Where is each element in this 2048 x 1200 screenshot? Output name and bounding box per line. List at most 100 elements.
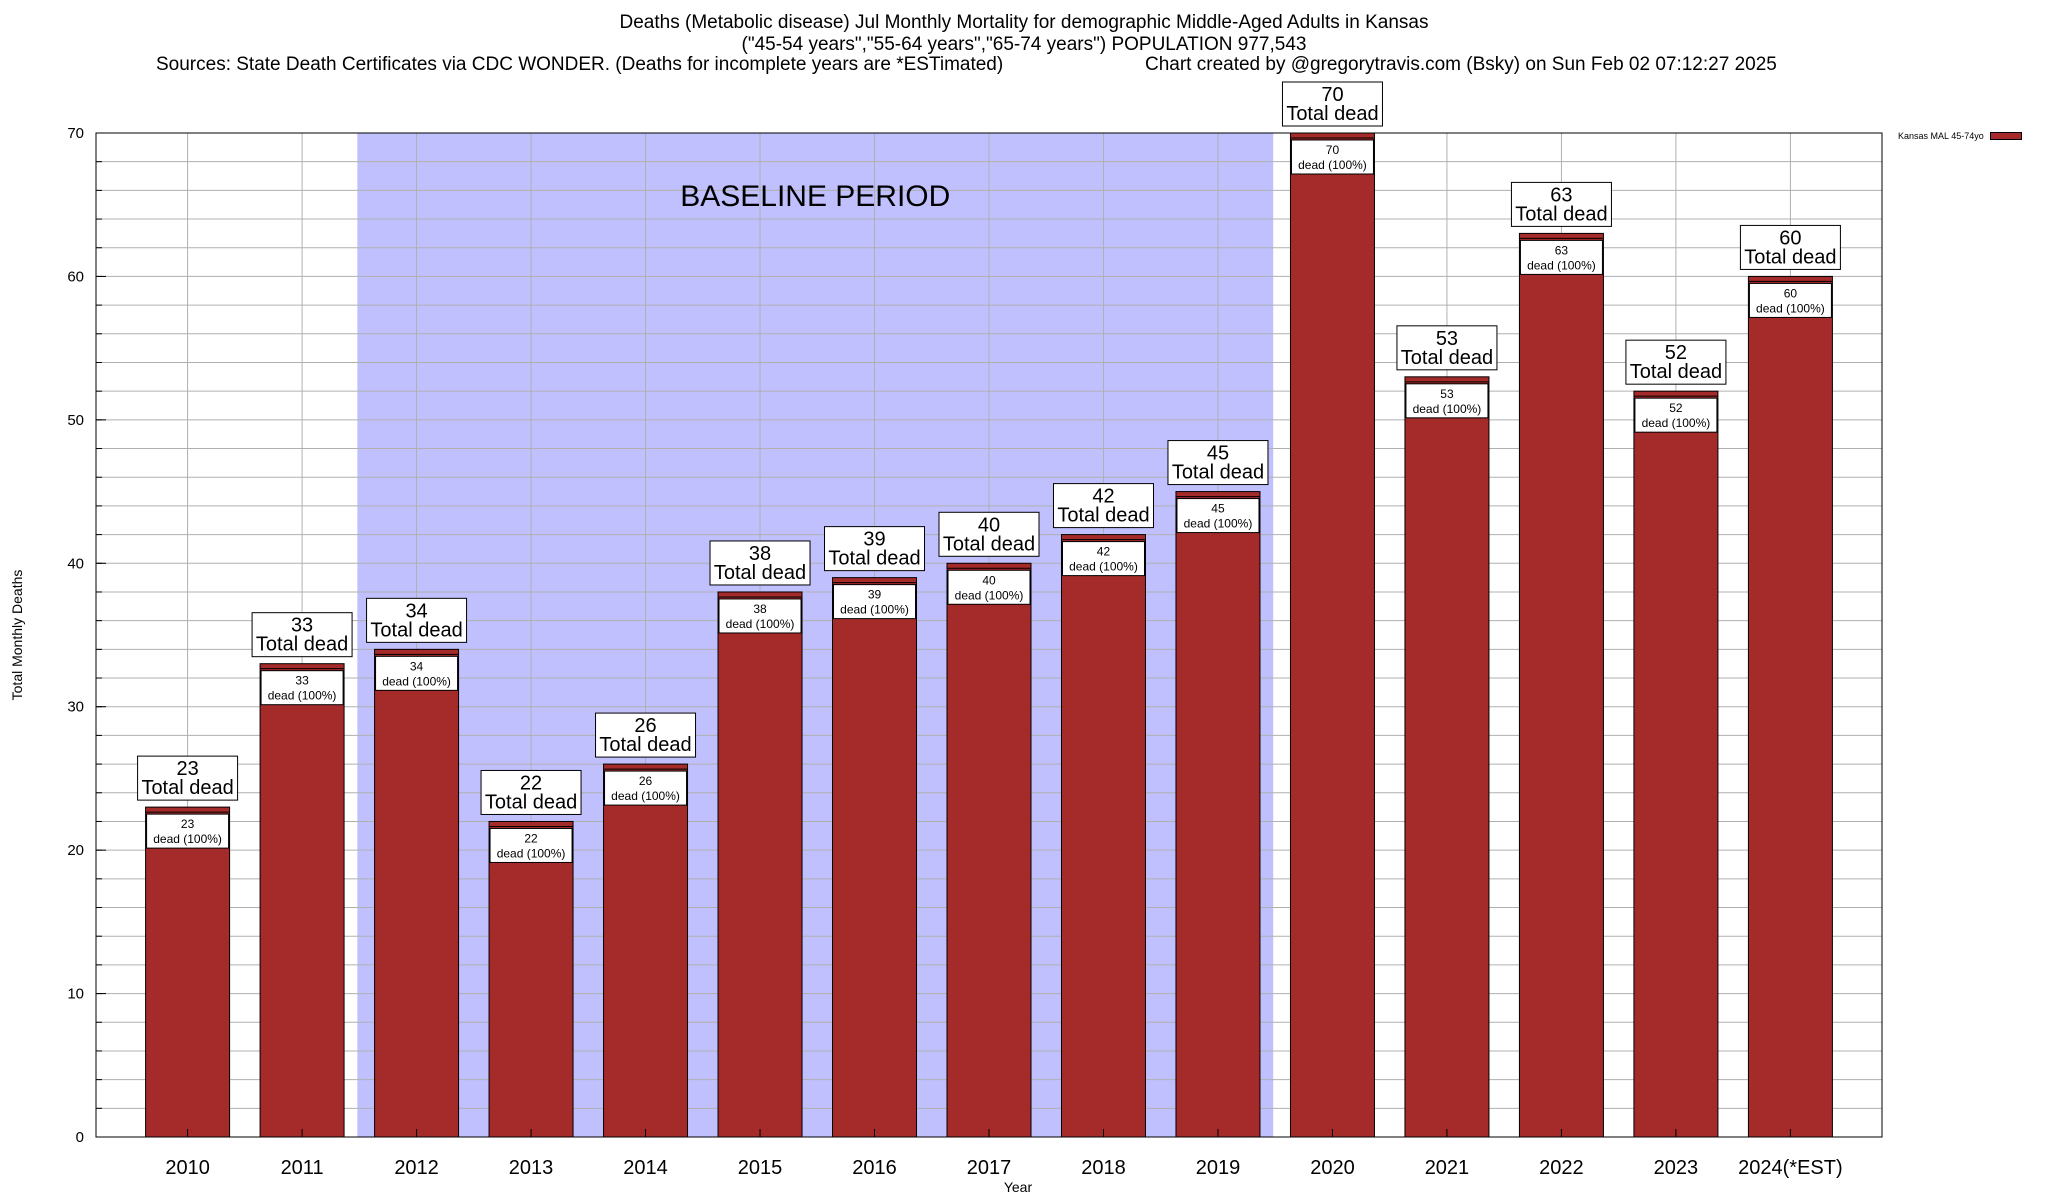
y-tick-label: 10 [67, 986, 84, 1003]
y-tick-label: 0 [76, 1129, 84, 1146]
y-tick-label: 70 [67, 125, 84, 142]
bar-inner-label-box [1519, 239, 1603, 275]
bar-inner-value: 52 [1669, 401, 1683, 415]
bar-inner-label: dead (100%) [153, 832, 222, 846]
bar-inner-value: 70 [1326, 143, 1340, 157]
bar-total-label: Total dead [828, 548, 920, 570]
bar-inner-value: 40 [982, 573, 996, 587]
bar-inner-value: 38 [753, 602, 767, 616]
bar-inner-label: dead (100%) [497, 846, 566, 860]
y-tick-label: 20 [67, 842, 84, 859]
bar-total-label: Total dead [1401, 347, 1493, 369]
bar-inner-label-box [1290, 139, 1374, 175]
bar-inner-label: dead (100%) [1642, 416, 1711, 430]
bar-total-value: 40 [978, 514, 1000, 536]
x-tick-label: 2023 [1654, 1157, 1699, 1179]
bar-inner-label: dead (100%) [382, 674, 451, 688]
bar-total-label: Total dead [256, 634, 348, 656]
bar-inner-label-box [833, 584, 917, 620]
y-tick-label: 50 [67, 412, 84, 429]
x-tick-label: 2016 [852, 1157, 897, 1179]
bar-inner-label: dead (100%) [1069, 560, 1138, 574]
bar-inner-label: dead (100%) [1298, 158, 1367, 172]
legend-label: Kansas MAL 45-74yo [1898, 131, 1984, 141]
title-sources: Sources: State Death Certificates via CD… [156, 54, 1004, 75]
bar-total-label-box [1739, 224, 1841, 270]
y-tick-label: 40 [67, 555, 84, 572]
bar-total-value: 26 [634, 715, 656, 737]
x-tick-label: 2021 [1425, 1157, 1470, 1179]
title-line-1: Deaths (Metabolic disease) Jul Monthly M… [619, 12, 1429, 33]
bar-inner-label-box [1634, 397, 1718, 433]
bar-total-value: 70 [1321, 84, 1343, 106]
bar-inner-label-box [146, 813, 230, 849]
bar-inner-label: dead (100%) [1413, 402, 1482, 416]
bar-total-value: 42 [1092, 486, 1114, 508]
bar-inner-value: 60 [1784, 286, 1798, 300]
bar-total-label: Total dead [1286, 103, 1378, 125]
bar-total-value: 52 [1665, 342, 1687, 364]
y-axis-label: Total Monthly Deaths [9, 570, 25, 701]
bar-inner-label-box [1176, 498, 1260, 534]
bar-total-label-box [1052, 483, 1154, 529]
bar-inner-label: dead (100%) [726, 617, 795, 631]
x-tick-label: 2017 [967, 1157, 1012, 1179]
bar-total-label-box [1281, 81, 1383, 127]
bar [1404, 376, 1490, 1138]
bar-inner-label-box [718, 598, 802, 634]
bar-inner-label: dead (100%) [1756, 301, 1825, 315]
x-tick-label: 2019 [1196, 1157, 1241, 1179]
x-tick-label: 2022 [1539, 1157, 1584, 1179]
bar-total-value: 45 [1207, 443, 1229, 465]
bar-inner-label-box [375, 655, 459, 691]
x-tick-label: 2024(*EST) [1738, 1157, 1843, 1179]
bar [603, 763, 689, 1138]
bar-total-label-box [251, 612, 353, 658]
x-tick-label: 2018 [1081, 1157, 1126, 1179]
plot-border [95, 132, 1883, 1138]
x-tick-label: 2013 [509, 1157, 554, 1179]
bar-total-label: Total dead [1172, 462, 1264, 484]
bar-inner-label: dead (100%) [1184, 517, 1253, 531]
bar-inner-value: 42 [1097, 545, 1111, 559]
bar-inner-label-box [489, 827, 573, 863]
bar-total-label: Total dead [485, 791, 577, 813]
bar-inner-value: 39 [868, 588, 882, 602]
bar [145, 806, 231, 1138]
x-tick-label: 2020 [1310, 1157, 1355, 1179]
x-tick-label: 2012 [394, 1157, 439, 1179]
bar-inner-label: dead (100%) [955, 588, 1024, 602]
bar-total-value: 23 [176, 758, 198, 780]
bar [1289, 132, 1375, 1138]
bar-total-value: 53 [1436, 328, 1458, 350]
bar-total-label: Total dead [943, 533, 1035, 555]
bar [1747, 275, 1833, 1138]
bar-total-label-box [1510, 181, 1612, 227]
bar-total-value: 39 [863, 529, 885, 551]
bar-total-label-box [366, 597, 468, 643]
title-line-2: ("45-54 years","55-64 years","65-74 year… [741, 34, 1307, 55]
bar-total-label: Total dead [714, 562, 806, 584]
bar-total-label-box [595, 712, 697, 758]
bar-total-label-box [137, 755, 239, 801]
bar-inner-label: dead (100%) [840, 603, 909, 617]
bar [374, 648, 460, 1138]
chart-title: Deaths (Metabolic disease) Jul Monthly M… [0, 12, 2048, 56]
bar-total-value: 63 [1550, 184, 1572, 206]
bar-total-value: 38 [749, 543, 771, 565]
x-axis-label: Year [1004, 1179, 1033, 1195]
y-tick-label: 30 [67, 699, 84, 716]
bar-total-label-box [824, 526, 926, 572]
bar-inner-value: 45 [1211, 502, 1225, 516]
legend: Kansas MAL 45-74yo [1898, 131, 2022, 141]
bar-inner-label-box [260, 670, 344, 706]
bar-inner-label-box [947, 569, 1031, 605]
bar-total-label-box [938, 511, 1040, 557]
bar-inner-value: 26 [639, 774, 653, 788]
baseline-period-label: BASELINE PERIOD [680, 180, 950, 213]
bar-total-label-box [1625, 339, 1727, 385]
x-tick-label: 2011 [281, 1157, 324, 1179]
bar-total-label: Total dead [1515, 203, 1607, 225]
bar-total-label-box [480, 769, 582, 815]
bar [488, 820, 574, 1138]
